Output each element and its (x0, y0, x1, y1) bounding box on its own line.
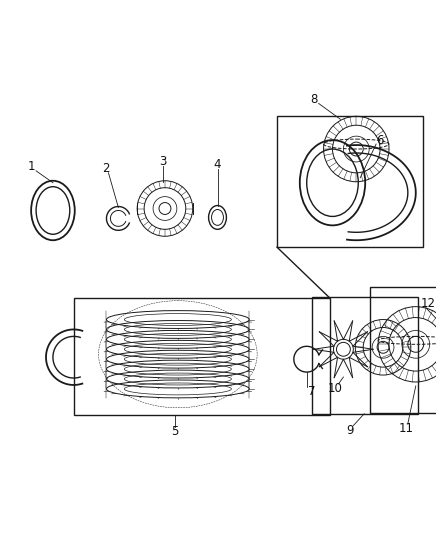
Text: 9: 9 (346, 424, 354, 437)
Bar (370, 287, 438, 413)
Text: 6: 6 (376, 134, 384, 147)
Text: 10: 10 (328, 383, 343, 395)
Text: 3: 3 (159, 156, 167, 168)
Bar (312, 297, 418, 414)
Text: 1: 1 (28, 160, 35, 173)
Text: 11: 11 (398, 422, 413, 435)
Bar (74, 298, 329, 415)
Text: 4: 4 (214, 158, 221, 172)
Bar (277, 116, 423, 247)
Text: 8: 8 (310, 93, 318, 106)
Text: 12: 12 (421, 297, 436, 310)
Text: 5: 5 (171, 425, 179, 438)
Text: 2: 2 (102, 163, 109, 175)
Text: 7: 7 (308, 385, 315, 398)
